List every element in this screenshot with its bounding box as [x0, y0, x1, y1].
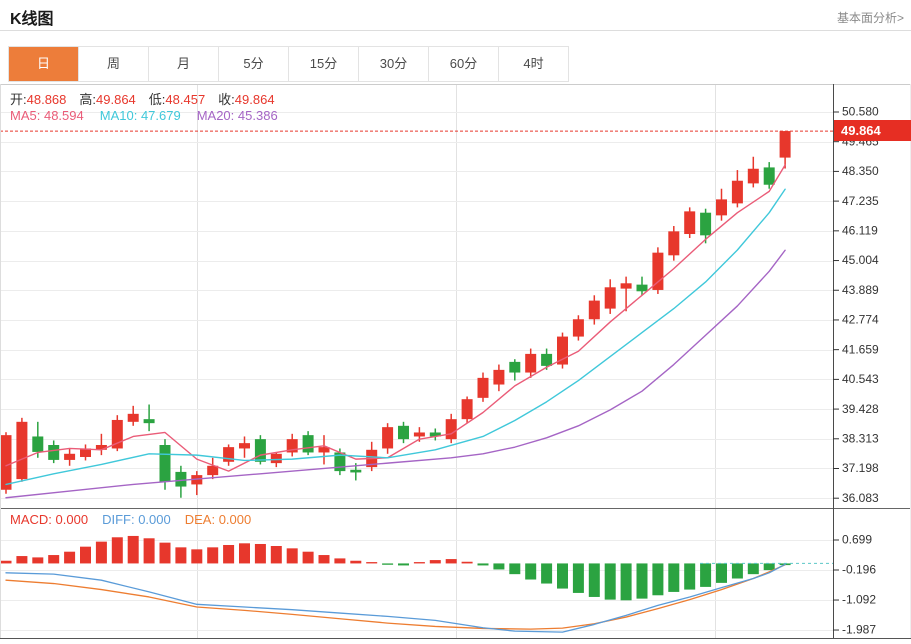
svg-text:50.580: 50.580 [842, 105, 879, 119]
svg-text:-1.987: -1.987 [842, 623, 876, 637]
svg-text:0.699: 0.699 [842, 533, 872, 547]
low-label: 低: [148, 92, 166, 107]
low-value: 48.457 [165, 92, 206, 107]
svg-text:47.235: 47.235 [842, 194, 879, 208]
svg-text:48.350: 48.350 [842, 164, 879, 178]
high-label: 高: [79, 92, 97, 107]
ma-row: MA5: 48.594 MA10: 47.679 MA20: 45.386 [10, 108, 278, 123]
current-price-tag: 49.864 [834, 120, 911, 141]
tab-15分[interactable]: 15分 [289, 47, 359, 81]
tab-30分[interactable]: 30分 [359, 47, 429, 81]
ma10-value: MA10: 47.679 [99, 108, 181, 123]
svg-text:40.543: 40.543 [842, 372, 879, 386]
high-value: 49.864 [96, 92, 136, 107]
diff-value: DIFF: 0.000 [102, 512, 171, 527]
page-title: K线图 [10, 11, 54, 28]
svg-text:39.428: 39.428 [842, 402, 879, 416]
svg-text:-1.092: -1.092 [842, 593, 876, 607]
open-value: 48.868 [26, 92, 67, 107]
open-label: 开: [10, 92, 27, 107]
period-tabbar: 日周月 5分 15分 30分 60分 4时 [8, 46, 569, 82]
ma20-value: MA20: 45.386 [196, 108, 278, 123]
svg-text:45.004: 45.004 [842, 253, 879, 267]
ma5-value: MA5: 48.594 [10, 108, 84, 123]
close-value: 49.864 [234, 92, 275, 107]
svg-text:42.774: 42.774 [842, 313, 879, 327]
macd-value: MACD: 0.000 [10, 512, 89, 527]
tab-周[interactable]: 周 [79, 47, 149, 81]
svg-text:-0.196: -0.196 [842, 563, 876, 577]
dea-value: DEA: 0.000 [184, 512, 252, 527]
tab-月[interactable]: 月 [149, 47, 219, 81]
tab-日[interactable]: 日 [9, 47, 79, 81]
svg-text:41.659: 41.659 [842, 342, 879, 356]
close-label: 收: [218, 92, 235, 107]
svg-text:38.313: 38.313 [842, 431, 879, 445]
ohlc-row: 开:48.868 高:49.864 低:48.457 收:49.864 [10, 89, 288, 108]
macd-row: MACD: 0.000 DIFF: 0.000 DEA: 0.000 [10, 512, 251, 527]
svg-text:43.889: 43.889 [842, 283, 879, 297]
svg-text:36.083: 36.083 [842, 491, 879, 505]
fundamental-analysis-link[interactable]: 基本面分析> [836, 11, 904, 25]
tab-60分[interactable]: 60分 [429, 47, 499, 81]
tab-5分[interactable]: 5分 [219, 47, 289, 81]
svg-text:46.119: 46.119 [842, 224, 878, 238]
svg-text:37.198: 37.198 [842, 461, 879, 475]
tab-4时[interactable]: 4时 [499, 47, 568, 81]
